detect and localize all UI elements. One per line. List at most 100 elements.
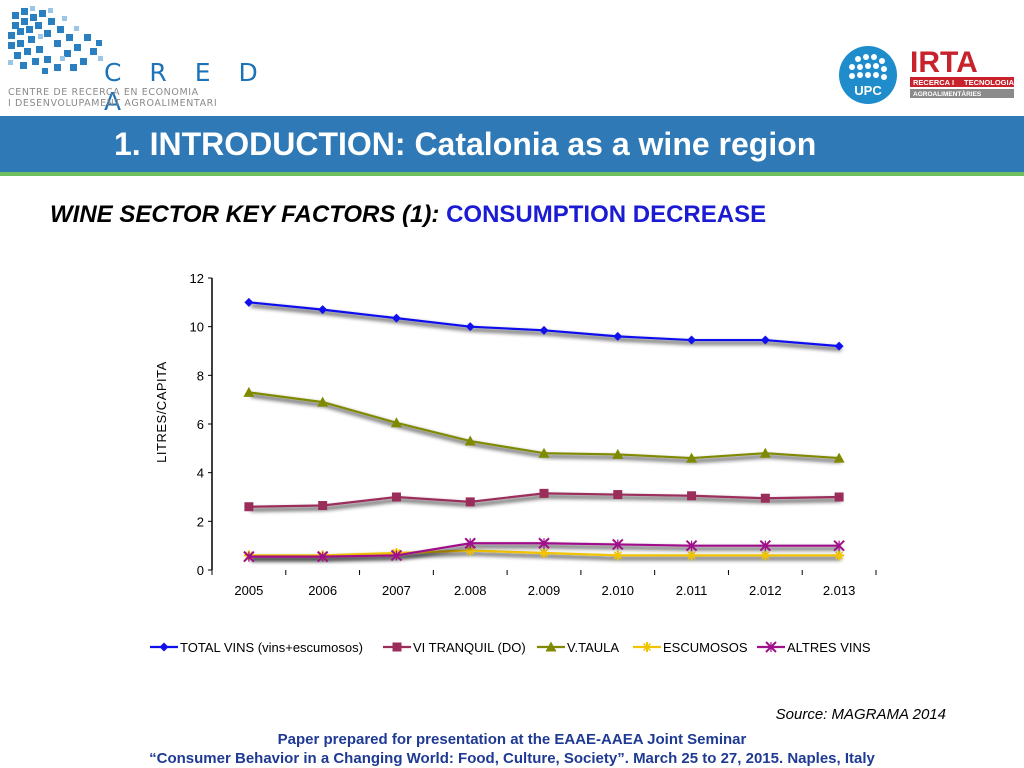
section-heading-highlight: CONSUMPTION DECREASE [446, 201, 767, 228]
series-3-point [612, 448, 624, 459]
series-4-point [612, 550, 623, 561]
irta-sub2: AGROALIMENTÀRIES [913, 89, 982, 98]
creda-subtitle: CENTRE DE RECERCA EN ECONOMIA I DESENVOL… [8, 87, 217, 109]
section-heading-prefix: WINE SECTOR KEY FACTORS (1): [50, 201, 440, 228]
series-3-point [686, 452, 698, 463]
series-5-point [538, 537, 550, 549]
x-tick-label: 2.011 [676, 583, 708, 598]
series-1-point [465, 322, 475, 332]
x-tick-label: 2.012 [749, 583, 782, 598]
series-2-point [687, 491, 697, 501]
series-5-point [685, 539, 698, 552]
creda-subtitle-line2: I DESENVOLUPAMENT AGROALIMENTARI [8, 98, 218, 109]
series-2-point [244, 502, 254, 512]
series-4-point [539, 547, 549, 558]
title-band [0, 116, 1024, 176]
series-5-point [243, 550, 255, 563]
series-3-point [317, 396, 329, 407]
y-tick-label: 2 [197, 514, 204, 529]
series-1-point [760, 335, 770, 345]
x-tick-label: 2007 [382, 583, 411, 598]
x-tick-label: 2.010 [602, 583, 635, 598]
series-3-point [464, 435, 476, 446]
series-3-point [243, 386, 255, 397]
irta-logo: IRTA RECERCA I TECNOLOGIA AGROALIMENTÀRI… [908, 44, 1016, 102]
y-axis-label: LITRES/CAPITA [154, 361, 169, 463]
creda-subtitle-line1: CENTRE DE RECERCA EN ECONOMIA [8, 87, 199, 98]
series-5-point [759, 539, 772, 552]
source-note: Source: MAGRAMA 2014 [775, 706, 946, 723]
series-3-point [759, 447, 771, 458]
creda-pixel-mark-icon [8, 6, 103, 74]
legend-label: VI TRANQUIL (DO) [413, 640, 526, 655]
series-line-1 [248, 301, 840, 348]
creda-wordmark: C R E D A [104, 58, 268, 116]
series-2-point [318, 501, 328, 511]
upc-logo-text: UPC [854, 83, 882, 98]
creda-logo: C R E D A CENTRE DE RECERCA EN ECONOMIA … [4, 4, 304, 116]
y-tick-label: 10 [190, 320, 204, 335]
y-tick-label: 8 [197, 368, 204, 383]
series-1-point [391, 313, 401, 323]
series-5-point [833, 539, 845, 552]
series-1-point [613, 331, 623, 341]
series-2-point [834, 492, 844, 502]
irta-sub-part-1: RECERCA [913, 78, 951, 87]
series-4-point [686, 550, 697, 561]
upc-logo: UPC [838, 45, 898, 105]
series-2-point [539, 488, 549, 498]
legend-label: TOTAL VINS (vins+escumosos) [180, 640, 363, 655]
x-tick-label: 2.013 [823, 583, 856, 598]
series-4-point-bar [835, 551, 844, 560]
x-tick-label: 2005 [234, 583, 263, 598]
section-heading: WINE SECTOR KEY FACTORS (1): CONSUMPTION… [50, 201, 766, 229]
series-4-point-bar [539, 548, 549, 557]
irta-sub-part-2: I [952, 78, 954, 87]
footer-line-1: Paper prepared for presentation at the E… [277, 731, 747, 748]
page-title: 1. INTRODUCTION: Catalonia as a wine reg… [114, 126, 817, 162]
series-4-point-bar [761, 551, 770, 560]
upc-emblem-icon: UPC [839, 46, 897, 104]
series-2-point [613, 490, 623, 500]
y-tick-label: 4 [197, 466, 204, 481]
legend-marker [545, 641, 557, 652]
y-tick-label: 0 [197, 563, 204, 578]
series-5-point [316, 550, 329, 563]
series-4-point [760, 550, 771, 561]
series-3-point [538, 447, 550, 458]
series-3-point [833, 452, 845, 463]
y-tick-label: 12 [190, 271, 204, 286]
series-5-point [464, 537, 476, 549]
series-1-point [539, 325, 549, 335]
legend-marker [642, 642, 652, 652]
legend-marker [392, 642, 402, 652]
footer-line-2: “Consumer Behavior in a Changing World: … [149, 750, 875, 767]
series-2-point [391, 492, 401, 502]
series-3-point [390, 417, 402, 428]
legend-label: ESCUMOSOS [663, 640, 748, 655]
legend-marker [765, 641, 777, 653]
series-4-point-bar [466, 546, 475, 555]
series-2-point [760, 493, 770, 503]
series-4-point-bar [687, 551, 696, 560]
y-tick-label: 6 [197, 417, 204, 432]
legend-marker [159, 642, 169, 652]
x-tick-label: 2006 [308, 583, 337, 598]
irta-wordmark: IRTA [910, 46, 978, 79]
series-4-point-bar [613, 551, 622, 560]
series-4-point [834, 550, 845, 561]
x-tick-label: 2.008 [454, 583, 487, 598]
series-5-point [390, 549, 403, 562]
series-5-point [612, 538, 624, 551]
series-1-point [834, 341, 844, 351]
legend-label: ALTRES VINS [787, 640, 871, 655]
legend-label: V.TAULA [567, 640, 619, 655]
legend-marker-bar [642, 642, 652, 652]
irta-emblem-icon: IRTA RECERCA I TECNOLOGIA AGROALIMENTÀRI… [910, 46, 1015, 98]
irta-sub-part-3: TECNOLOGIA [964, 78, 1015, 87]
x-tick-label: 2.009 [528, 583, 561, 598]
series-1-point [244, 297, 254, 307]
series-2-point [465, 497, 475, 507]
series-1-point [318, 305, 328, 315]
